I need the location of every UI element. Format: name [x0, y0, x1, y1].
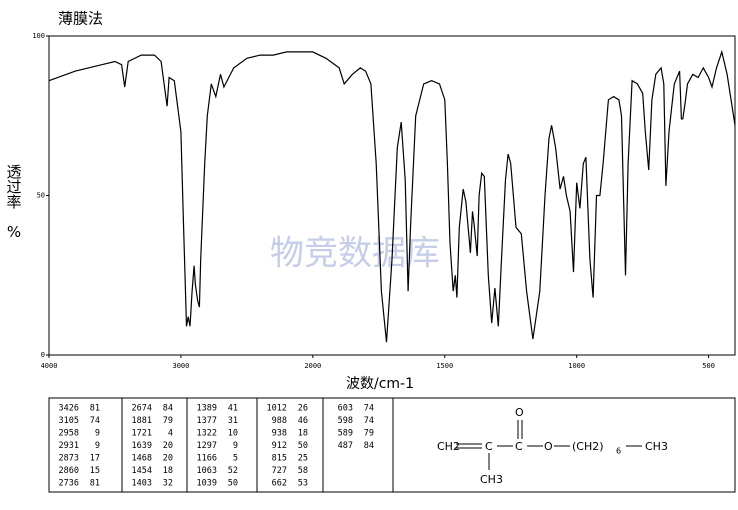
transmittance: 4	[168, 429, 173, 439]
transmittance: 10	[228, 429, 238, 439]
wavenumber: 912	[272, 441, 287, 451]
transmittance: 26	[298, 404, 308, 414]
transmittance: 5	[233, 454, 238, 464]
structure-text: C	[515, 440, 523, 453]
x-tick-label: 3000	[172, 362, 189, 370]
wavenumber: 2931	[59, 441, 79, 451]
x-tick-label: 2000	[304, 362, 321, 370]
transmittance: 50	[228, 479, 238, 489]
wavenumber: 2674	[132, 404, 152, 414]
spectrum-line	[48, 49, 736, 343]
wavenumber: 2736	[59, 479, 79, 489]
wavenumber: 938	[272, 429, 287, 439]
wavenumber: 2958	[59, 429, 79, 439]
structure-text: 6	[616, 447, 621, 456]
wavenumber: 1403	[132, 479, 152, 489]
transmittance: 79	[163, 416, 173, 426]
transmittance: 58	[298, 466, 308, 476]
wavenumber: 1468	[132, 454, 152, 464]
wavenumber: 603	[338, 404, 353, 414]
transmittance: 74	[364, 416, 374, 426]
y-tick-label: 0	[41, 351, 45, 359]
chart-title: 薄膜法	[58, 10, 103, 28]
y-tick-label: 100	[32, 32, 45, 40]
wavenumber: 2873	[59, 454, 79, 464]
transmittance: 15	[90, 466, 100, 476]
x-tick-label: 500	[702, 362, 715, 370]
wavenumber: 1721	[132, 429, 152, 439]
transmittance: 17	[90, 454, 100, 464]
wavenumber: 589	[338, 429, 353, 439]
transmittance: 74	[364, 404, 374, 414]
transmittance: 9	[233, 441, 238, 451]
structure-text: O	[515, 406, 524, 419]
transmittance: 31	[228, 416, 238, 426]
transmittance: 32	[163, 479, 173, 489]
transmittance: 74	[90, 416, 100, 426]
wavenumber: 1389	[197, 404, 217, 414]
transmittance: 84	[364, 441, 374, 451]
wavenumber: 1454	[132, 466, 152, 476]
x-tick-label: 1000	[568, 362, 585, 370]
wavenumber: 1322	[197, 429, 217, 439]
transmittance: 20	[163, 454, 173, 464]
table-frame	[48, 397, 736, 493]
transmittance: 18	[163, 466, 173, 476]
wavenumber: 1012	[267, 404, 287, 414]
wavenumber: 3426	[59, 404, 79, 414]
wavenumber: 1297	[197, 441, 217, 451]
transmittance: 81	[90, 479, 100, 489]
transmittance: 84	[163, 404, 173, 414]
x-axis-label: 波数/cm-1	[346, 376, 414, 392]
transmittance: 50	[298, 441, 308, 451]
transmittance: 81	[90, 404, 100, 414]
wavenumber: 2860	[59, 466, 79, 476]
structure-text: CH2	[437, 440, 460, 453]
structure-text: O	[544, 440, 553, 453]
structure-text: CH3	[480, 473, 503, 486]
wavenumber: 3105	[59, 416, 79, 426]
structure-text: CH3	[645, 440, 668, 453]
wavenumber: 1639	[132, 441, 152, 451]
wavenumber: 1166	[197, 454, 217, 464]
transmittance: 79	[364, 429, 374, 439]
transmittance: 52	[228, 466, 238, 476]
transmittance: 9	[95, 441, 100, 451]
structure-text: C	[485, 440, 493, 453]
wavenumber: 1039	[197, 479, 217, 489]
wavenumber: 487	[338, 441, 353, 451]
transmittance: 18	[298, 429, 308, 439]
x-tick-label: 1500	[436, 362, 453, 370]
y-axis-label: 透过率 %	[6, 163, 21, 241]
transmittance: 9	[95, 429, 100, 439]
transmittance: 41	[228, 404, 238, 414]
wavenumber: 1377	[197, 416, 217, 426]
x-tick-label: 4000	[41, 362, 58, 370]
watermark: 物竞数据库	[270, 234, 440, 274]
wavenumber: 988	[272, 416, 287, 426]
transmittance: 46	[298, 416, 308, 426]
peak-table: 3426 81 3105 74 2958 9 2931 9 2873 17 2860 15 2736 81…	[59, 398, 394, 492]
wavenumber: 1881	[132, 416, 152, 426]
y-tick-label: 50	[37, 192, 45, 200]
wavenumber: 727	[272, 466, 287, 476]
structure	[456, 420, 642, 470]
wavenumber: 598	[338, 416, 353, 426]
structure-text: (CH2)	[572, 440, 604, 453]
transmittance: 53	[298, 479, 308, 489]
transmittance: 20	[163, 441, 173, 451]
transmittance: 25	[298, 454, 308, 464]
wavenumber: 815	[272, 454, 287, 464]
wavenumber: 662	[272, 479, 287, 489]
wavenumber: 1063	[197, 466, 217, 476]
